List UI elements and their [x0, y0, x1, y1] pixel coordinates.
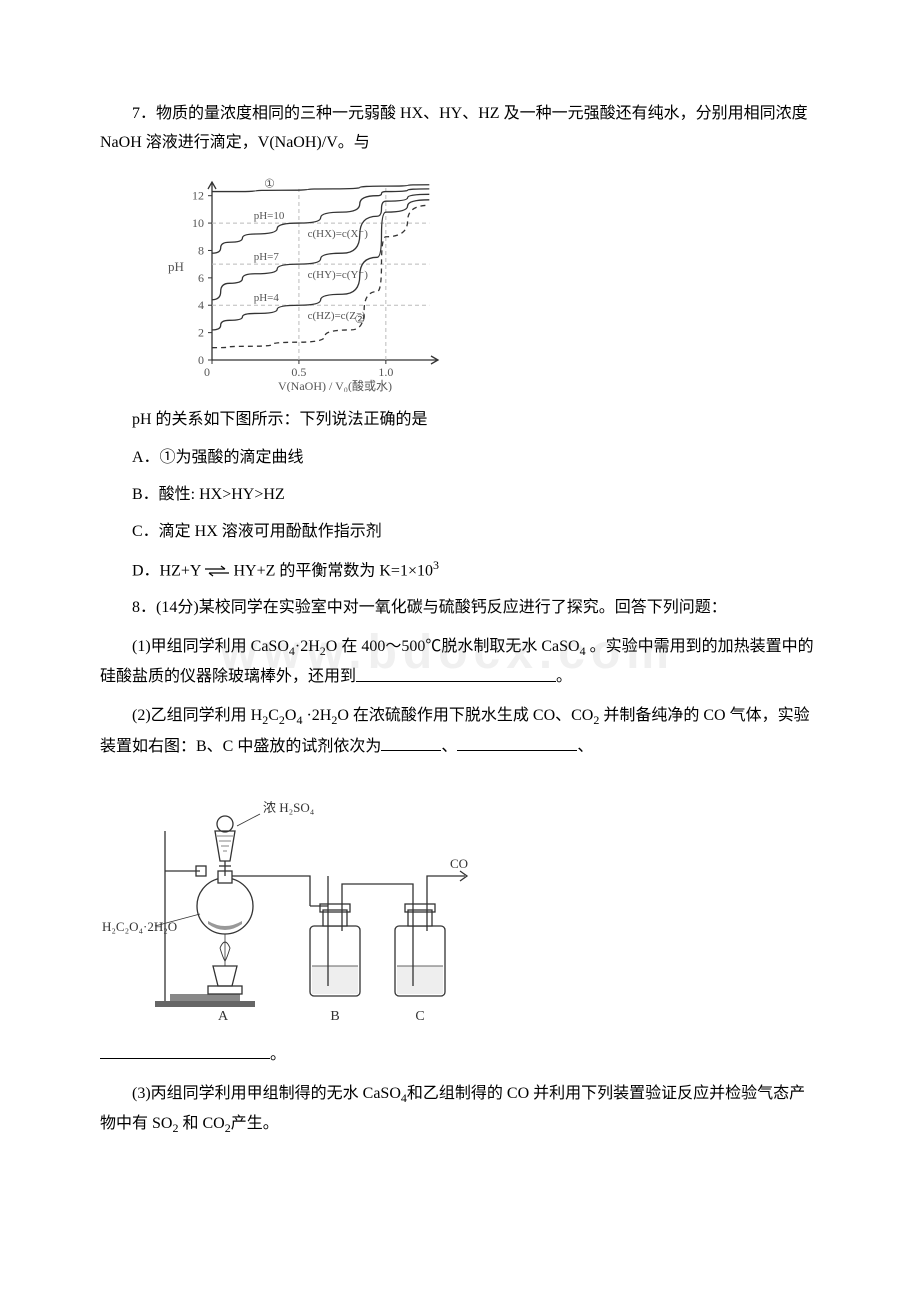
svg-text:8: 8 [198, 243, 204, 257]
svg-text:H₂C₂O₄·2H₂O: H₂C₂O₄·2H₂O [102, 919, 177, 934]
blank-input [100, 1040, 270, 1059]
svg-text:1.0: 1.0 [378, 365, 393, 379]
q8-part3: (3)丙组同学利用甲组制得的无水 CaSO4和乙组制得的 CO 并利用下列装置验… [100, 1080, 820, 1140]
svg-text:10: 10 [192, 216, 204, 230]
q8-stem: 8．(14分)某校同学在实验室中对一氧化碳与硫酸钙反应进行了探究。回答下列问题： [100, 594, 820, 623]
equilibrium-arrows-icon [203, 564, 231, 578]
q7-option-a: A．①为强酸的滴定曲线 [100, 444, 820, 473]
svg-text:CO: CO [450, 856, 468, 871]
q8-part1: (1)甲组同学利用 CaSO4·2H2O 在 400～500℃脱水制取无水 Ca… [100, 633, 820, 693]
apparatus-svg: 浓 H₂SO₄ H₂C₂O₄·2H₂O CO A B C [100, 776, 500, 1026]
q8-part2-tail: 。 [100, 1040, 820, 1070]
q7-stem-1: 7．物质的量浓度相同的三种一元弱酸 HX、HY、HZ 及一种一元强酸还有纯水，分… [100, 100, 820, 158]
svg-text:②: ② [355, 312, 366, 326]
q8-part2: (2)乙组同学利用 H2C2O4 ·2H2O 在浓硫酸作用下脱水生成 CO、CO… [100, 702, 820, 762]
titration-chart-svg: 0246810120.51.00pH=10c(HX)=c(X⁻)pH=7c(HY… [160, 172, 450, 392]
q7-option-b: B．酸性: HX>HY>HZ [100, 481, 820, 510]
blank-input [381, 732, 441, 751]
q7-option-d: D．HZ+YHY+Z 的平衡常数为 K=1×103 [100, 555, 820, 586]
q8-number: 8． [132, 599, 156, 616]
q7-number: 7． [132, 105, 156, 122]
svg-text:0.5: 0.5 [291, 365, 306, 379]
svg-text:浓 H₂SO₄: 浓 H₂SO₄ [263, 800, 315, 815]
svg-text:C: C [415, 1009, 424, 1024]
svg-text:12: 12 [192, 188, 204, 202]
svg-text:2: 2 [198, 325, 204, 339]
svg-text:pH=4: pH=4 [254, 292, 280, 304]
q8-apparatus: 浓 H₂SO₄ H₂C₂O₄·2H₂O CO A B C [100, 776, 820, 1026]
svg-text:A: A [218, 1009, 229, 1024]
svg-text:①: ① [264, 176, 275, 190]
svg-text:B: B [330, 1009, 339, 1024]
q7-chart: 0246810120.51.00pH=10c(HX)=c(X⁻)pH=7c(HY… [160, 172, 820, 392]
svg-text:pH: pH [168, 259, 184, 274]
svg-text:6: 6 [198, 270, 204, 284]
svg-text:pH=10: pH=10 [254, 210, 285, 222]
blank-input [457, 732, 577, 751]
svg-text:4: 4 [198, 298, 204, 312]
blank-input [356, 662, 556, 681]
q7-stem-2: pH 的关系如下图所示：下列说法正确的是 [100, 406, 820, 435]
svg-text:V(NaOH) / V₀(酸或水): V(NaOH) / V₀(酸或水) [278, 378, 392, 392]
svg-text:pH=7: pH=7 [254, 251, 280, 263]
q7-option-c: C．滴定 HX 溶液可用酚酞作指示剂 [100, 518, 820, 547]
svg-text:0: 0 [204, 365, 210, 379]
